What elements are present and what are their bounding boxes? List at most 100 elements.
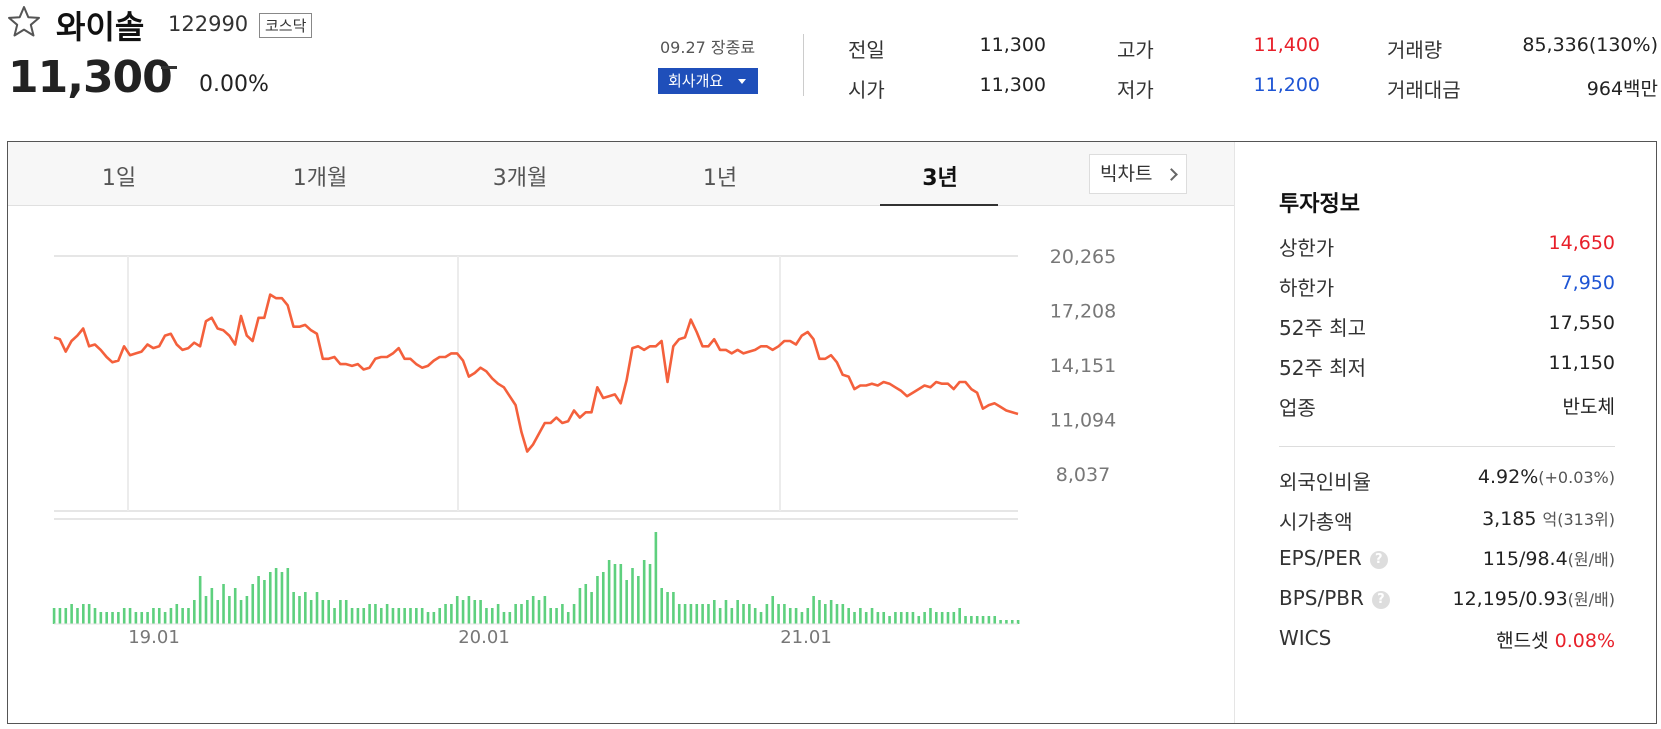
volume-bar	[812, 596, 815, 624]
info-row-lower-limit: 하한가 7,950	[1279, 272, 1615, 302]
volume-bar	[771, 596, 775, 624]
price-line	[53, 293, 1019, 453]
volume-bar	[327, 600, 330, 624]
volume-bar	[163, 612, 167, 624]
tab-3y[interactable]: 3년	[922, 166, 958, 191]
eps-group: 115/98.4(원/배)	[1483, 546, 1615, 570]
52w-high-label: 52주 최고	[1279, 316, 1367, 340]
volume-bar	[648, 564, 652, 624]
volume-bar	[958, 608, 961, 624]
volume-bar	[625, 580, 628, 624]
volume-bar	[601, 572, 605, 624]
volume-bar	[999, 620, 1002, 624]
volume-bar	[140, 612, 144, 624]
volume-bar	[724, 600, 728, 624]
volume-bar	[987, 616, 991, 624]
price-chart[interactable]: 20,265 17,208 14,151 11,094 8,037 19.01 20.01 2…	[8, 206, 1234, 723]
volume-bar	[888, 616, 891, 624]
caret-down-icon	[738, 79, 746, 84]
tab-1y[interactable]: 1년	[702, 166, 738, 191]
volume-bar	[379, 608, 383, 624]
foreign-ratio-change: (+0.03%)	[1538, 468, 1615, 487]
volume-bar	[432, 612, 436, 624]
tab-1m[interactable]: 1개월	[292, 166, 348, 191]
volume-bar	[870, 608, 874, 624]
market-cap-unit: 억	[1542, 510, 1558, 529]
volume-bar	[298, 596, 301, 624]
y-tick-label: 17,208	[1050, 301, 1116, 323]
info-row-52w-low: 52주 최저 11,150	[1279, 352, 1615, 382]
wics-value[interactable]: 핸드셋	[1496, 630, 1549, 652]
foreign-ratio-group: 4.92%(+0.03%)	[1478, 466, 1615, 488]
bps-label: BPS/PBR	[1279, 586, 1364, 610]
market-cap-value: 3,185	[1482, 508, 1537, 530]
star-outline-icon[interactable]	[6, 4, 42, 40]
volume-bar	[257, 576, 260, 624]
volume-bar	[818, 600, 821, 624]
volume-bar	[350, 608, 354, 624]
x-tick-label: 21.01	[780, 627, 832, 648]
volume-bar	[122, 608, 126, 624]
volume-bar	[391, 608, 395, 624]
volume-bar	[321, 600, 325, 624]
volume-bar	[526, 600, 529, 624]
volume-bar	[531, 596, 535, 624]
volume-bar	[1010, 620, 1014, 624]
52w-low-value: 11,150	[1548, 352, 1615, 374]
volume-bar	[859, 608, 862, 624]
volume-bar	[198, 576, 202, 624]
volume-bar	[666, 592, 669, 624]
52w-low-label: 52주 최저	[1279, 356, 1367, 380]
volume-bar	[467, 596, 471, 624]
volume-bar	[263, 580, 266, 624]
volume-bar	[239, 600, 243, 624]
tab-1d[interactable]: 1일	[101, 166, 137, 191]
volume-bar	[157, 608, 161, 624]
volume-bar	[561, 604, 564, 624]
volume-bar	[537, 600, 541, 624]
volume-bar	[683, 604, 687, 624]
volume-bar	[222, 584, 225, 624]
company-overview-button[interactable]: 회사개요	[658, 68, 758, 94]
change-rate: 0.00%	[199, 72, 269, 97]
volume-bar	[315, 592, 319, 624]
volume-bar	[356, 608, 360, 624]
volume-bar	[450, 604, 453, 624]
volume-bar	[496, 604, 500, 624]
volume-bar	[631, 568, 634, 624]
volume-bar	[520, 604, 523, 624]
volume-bar	[105, 612, 108, 624]
volume-bar	[304, 592, 307, 624]
volume-bar	[70, 604, 73, 624]
volume-bar	[344, 600, 348, 624]
big-chart-button[interactable]: 빅차트	[1089, 154, 1187, 194]
volume-bar	[800, 612, 804, 624]
volume-bar	[99, 612, 103, 624]
y-tick-label: 8,037	[1056, 464, 1110, 486]
market-badge: 코스닥	[259, 13, 313, 38]
volume-bar	[596, 576, 599, 624]
volume-bar	[660, 588, 664, 624]
invest-info-panel: 투자정보 상한가 14,650 하한가 7,950 52주 최고 17,550 …	[1235, 142, 1656, 723]
market-cap-rank: (313위)	[1557, 510, 1615, 529]
sector-value[interactable]: 반도체	[1562, 396, 1615, 418]
prev-close-label: 전일	[848, 38, 885, 62]
volume-bar	[783, 604, 786, 624]
divider	[1279, 446, 1615, 447]
volume-bar	[917, 616, 921, 624]
volume-bar	[619, 564, 623, 624]
help-icon[interactable]: ?	[1369, 551, 1388, 569]
volume-bar	[397, 608, 401, 624]
volume-bar	[210, 588, 214, 624]
unchanged-icon	[161, 66, 177, 69]
volume-bar	[403, 608, 406, 624]
volume-bar	[940, 612, 944, 624]
volume-bar	[134, 612, 138, 624]
help-icon[interactable]: ?	[1371, 591, 1390, 609]
volume-bar	[362, 608, 366, 624]
info-row-bps: BPS/PBR? 12,195/0.93(원/배)	[1279, 586, 1615, 616]
volume-bar	[374, 604, 377, 624]
tab-3m[interactable]: 3개월	[492, 166, 548, 191]
period-tabs: 1일 1개월 3개월 1년 3년 빅차트	[8, 142, 1234, 206]
foreign-ratio-label: 외국인비율	[1279, 470, 1371, 494]
